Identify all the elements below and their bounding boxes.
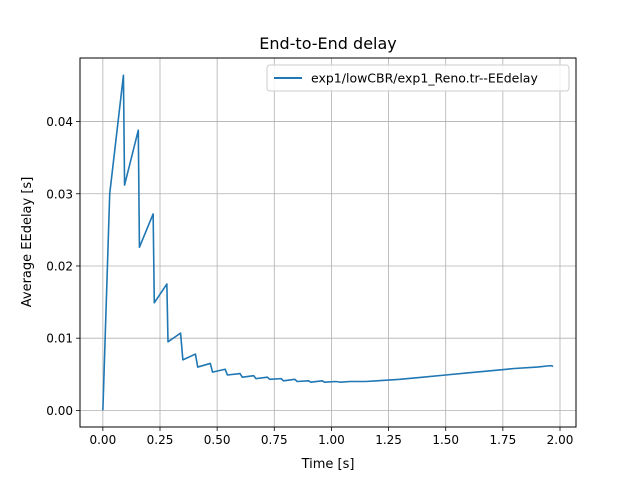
x-tick-label: 0.00 <box>89 433 116 447</box>
y-tick-label: 0.01 <box>46 332 73 346</box>
x-tick-label: 0.25 <box>147 433 174 447</box>
y-axis-label: Average EEdelay [s] <box>20 177 35 308</box>
chart-title: End-to-End delay <box>259 34 397 53</box>
x-tick-label: 1.50 <box>432 433 459 447</box>
plot-frame <box>79 57 577 428</box>
x-tick-label: 2.00 <box>547 433 574 447</box>
y-tick-label: 0.04 <box>46 115 73 129</box>
y-tick-label: 0.02 <box>46 259 73 273</box>
x-tick-label: 0.75 <box>261 433 288 447</box>
legend-box <box>266 64 570 92</box>
x-tick-label: 1.75 <box>489 433 516 447</box>
x-tick-label: 1.25 <box>375 433 402 447</box>
grid-lines <box>80 58 576 427</box>
legend: exp1/lowCBR/exp1_Reno.tr--EEdelay <box>266 64 570 92</box>
y-axis: 0.00 0.01 0.02 0.03 0.04 <box>46 115 80 418</box>
legend-label: exp1/lowCBR/exp1_Reno.tr--EEdelay <box>311 71 538 86</box>
y-tick-label: 0.00 <box>46 404 73 418</box>
x-tick-label: 0.50 <box>204 433 231 447</box>
x-axis-label: Time [s] <box>301 457 355 472</box>
x-axis: 0.00 0.25 0.50 0.75 1.00 1.25 1.50 1.75 2.00 <box>89 427 573 447</box>
x-tick-label: 1.00 <box>318 433 345 447</box>
series-line <box>102 74 554 411</box>
series-layer <box>102 74 554 411</box>
y-tick-label: 0.03 <box>46 187 73 201</box>
